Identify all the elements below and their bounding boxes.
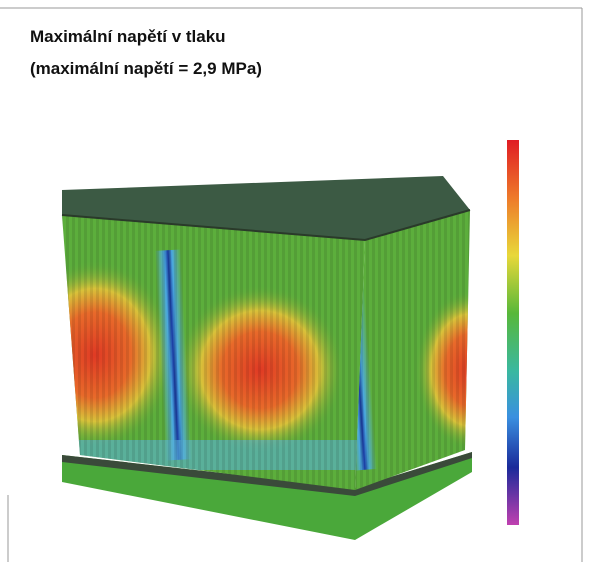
title: Maximální napětí v tlaku	[30, 27, 226, 46]
title: (maximální napětí = 2,9 MPa)	[30, 59, 262, 78]
page: Maximální napětí v tlaku (maximální napě…	[0, 0, 591, 562]
color-scale	[507, 140, 519, 525]
front-face	[15, 200, 375, 500]
side-face	[339, 200, 525, 500]
figure: Maximální napětí v tlaku (maximální napě…	[0, 0, 591, 562]
